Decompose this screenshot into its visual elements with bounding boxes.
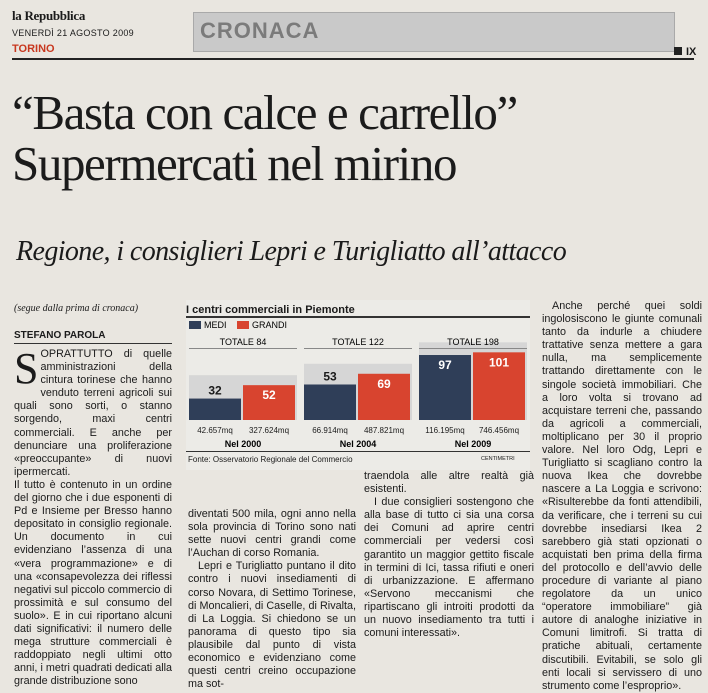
paragraph: diventati 500 mila, ogni anno nella sola… xyxy=(188,508,356,560)
chart-rule xyxy=(186,316,530,318)
bar xyxy=(473,352,525,420)
total-label: TOTALE 84 xyxy=(220,337,267,347)
area-label: 66.914mq xyxy=(312,426,348,435)
area-label: 487.821mq xyxy=(364,426,404,435)
category-label: Nel 2009 xyxy=(455,439,492,449)
article-column-3: traendola alle altre realtà già esistent… xyxy=(364,470,534,640)
area-label: 746.456mq xyxy=(479,426,519,435)
article-column-4: Anche perché quei soldi ingolosiscono le… xyxy=(542,300,702,693)
section-label: CRONACA xyxy=(200,18,320,43)
chart-title: I centri commerciali in Piemonte xyxy=(186,304,355,316)
byline-rule xyxy=(14,343,172,344)
chart-credit: CENTIMETRI xyxy=(481,456,515,462)
masthead: la Repubblica xyxy=(12,8,86,23)
data-label: 52 xyxy=(262,388,276,402)
area-label: 327.624mq xyxy=(249,426,289,435)
paragraph: Anche perché quei soldi ingolosiscono le… xyxy=(542,300,702,692)
page-number: IX xyxy=(674,46,696,58)
data-label: 69 xyxy=(377,377,391,391)
area-label: 42.657mq xyxy=(197,426,233,435)
headline-line-2: Supermercati nel mirino xyxy=(12,136,457,191)
subheadline: Regione, i consiglieri Lepri e Turigliat… xyxy=(16,236,567,267)
data-label: 53 xyxy=(323,369,337,383)
bar xyxy=(419,355,471,420)
article-column-1: S OPRATTUTTO di quelle amministrazioni d… xyxy=(14,344,172,688)
bar xyxy=(189,398,241,420)
bar xyxy=(243,385,295,420)
chart-source: Fonte: Osservatorio Regionale del Commer… xyxy=(188,455,353,464)
bar xyxy=(304,384,356,420)
chart-bottom-rule xyxy=(186,451,530,452)
section-banner xyxy=(193,12,675,52)
segue-note: (segue dalla prima di cronaca) xyxy=(14,303,139,314)
byline: STEFANO PAROLA xyxy=(14,330,106,341)
header-rule xyxy=(12,58,694,60)
bar xyxy=(358,373,410,420)
category-label: Nel 2004 xyxy=(340,439,377,449)
data-label: 101 xyxy=(489,355,509,369)
dropcap: S xyxy=(14,344,39,393)
total-rule xyxy=(419,348,527,349)
legend-label-medi: MEDI xyxy=(204,320,227,330)
category-label: Nel 2000 xyxy=(225,439,262,449)
legend-swatch-medi xyxy=(189,321,201,329)
article-column-2: diventati 500 mila, ogni anno nella sola… xyxy=(188,508,356,691)
area-label: 116.195mq xyxy=(425,426,464,435)
paragraph: I due consiglieri sostengono che alla ba… xyxy=(364,496,534,640)
paragraph: Il tutto è contenuto in un ordine del gi… xyxy=(14,478,172,688)
total-label: TOTALE 122 xyxy=(332,337,384,347)
total-label: TOTALE 198 xyxy=(447,337,499,347)
paragraph: OPRATTUTTO di quelle amministrazioni del… xyxy=(14,348,172,478)
bar-chart: MEDI GRANDI TOTALE 84 32 42.657mq 52 327.624… xyxy=(186,316,530,452)
total-rule xyxy=(189,348,297,349)
legend-swatch-grandi xyxy=(237,321,249,329)
paragraph: Lepri e Turigliatto puntano il dito cont… xyxy=(188,560,356,691)
dateline: VENERDÌ 21 AGOSTO 2009 xyxy=(12,28,134,38)
city-label: TORINO xyxy=(12,43,55,55)
data-label: 97 xyxy=(438,358,452,372)
paragraph: traendola alle altre realtà già esistent… xyxy=(364,470,534,496)
headline-line-1: “Basta con calce e carrello” xyxy=(12,85,518,140)
legend-label-grandi: GRANDI xyxy=(252,320,287,330)
total-rule xyxy=(304,348,412,349)
data-label: 32 xyxy=(208,384,222,398)
